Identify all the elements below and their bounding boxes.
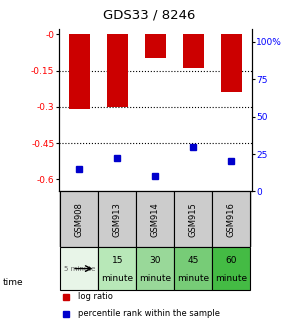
Text: GSM913: GSM913 (113, 202, 122, 237)
Text: minute: minute (215, 274, 247, 283)
Text: GDS33 / 8246: GDS33 / 8246 (103, 8, 196, 21)
Bar (136, 247, 174, 290)
Bar (212, 191, 250, 247)
Bar (60, 247, 98, 290)
Text: GSM916: GSM916 (226, 202, 236, 237)
Bar (221, 34, 241, 92)
Text: GSM908: GSM908 (75, 202, 84, 237)
Bar (98, 191, 136, 247)
Text: 5 minute: 5 minute (64, 266, 95, 272)
Bar (212, 247, 250, 290)
Text: minute: minute (177, 274, 209, 283)
Bar (136, 191, 174, 247)
Text: 15: 15 (112, 256, 123, 265)
Text: minute: minute (101, 274, 133, 283)
Text: time: time (3, 278, 23, 287)
Text: log ratio: log ratio (78, 292, 113, 301)
Bar (174, 191, 212, 247)
Text: GSM914: GSM914 (151, 202, 160, 237)
Bar (183, 34, 204, 68)
Bar (69, 34, 90, 109)
Text: 60: 60 (225, 256, 237, 265)
Bar (145, 34, 166, 59)
Bar (60, 191, 98, 247)
Text: 30: 30 (149, 256, 161, 265)
Text: minute: minute (139, 274, 171, 283)
Text: 45: 45 (188, 256, 199, 265)
Bar (174, 247, 212, 290)
Bar (107, 34, 128, 107)
Text: percentile rank within the sample: percentile rank within the sample (78, 309, 220, 318)
Bar (98, 247, 136, 290)
Text: GSM915: GSM915 (189, 202, 198, 237)
